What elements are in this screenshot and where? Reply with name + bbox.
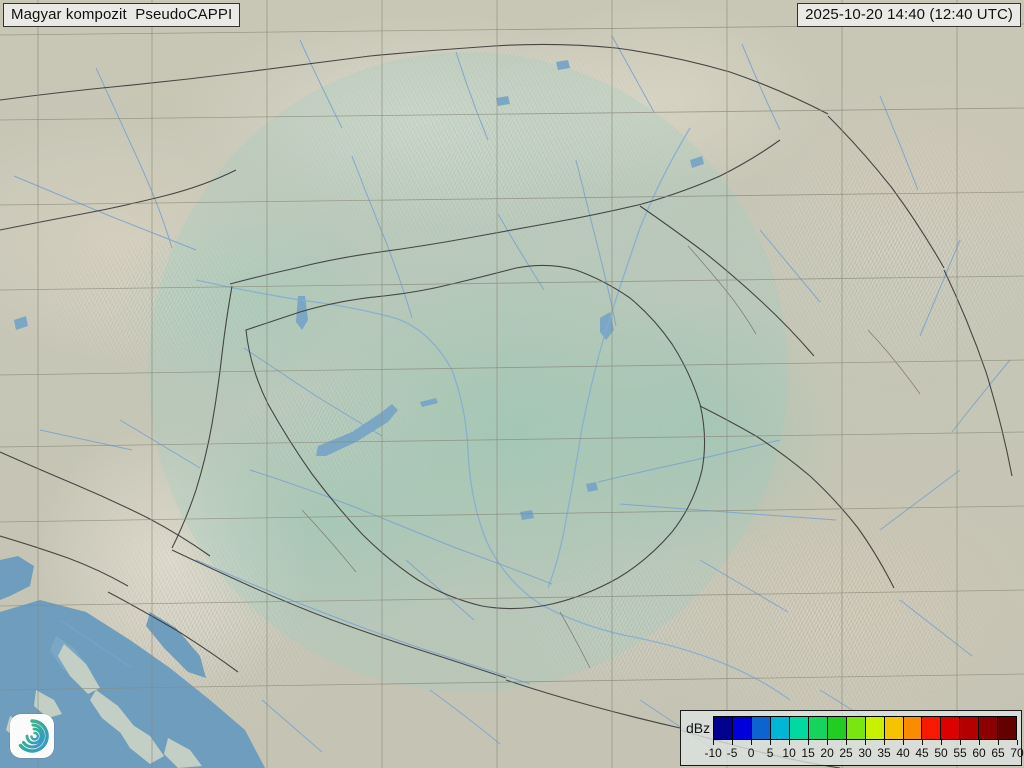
legend-tick-50 [941,740,943,745]
legend-tick-60 [979,740,981,745]
legend-label-65: 65 [991,746,1005,760]
swirl-icon [18,719,49,753]
legend-swatch-10 [903,717,923,739]
legend-swatch-8 [865,717,885,739]
legend-swatch-13 [960,717,980,739]
admin-sub-borders [301,245,921,669]
legend-swatch-15 [998,717,1017,739]
legend-label-45: 45 [915,746,929,760]
legend-label-35: 35 [877,746,891,760]
legend-label-20: 20 [820,746,834,760]
legend-label-70: 70 [1010,746,1024,760]
dbz-colorbar-legend: dBz -10 -5 0 5 10 15 20 25 30 35 40 45 50 55 60 65 70 [680,710,1024,766]
legend-swatch-12 [941,717,961,739]
legend-tick-35 [884,740,886,745]
hungaromet-logo[interactable] [10,714,54,758]
legend-tick-65 [998,740,999,745]
legend-swatch-5 [808,717,828,739]
legend-label-5: 5 [766,746,774,760]
legend-label-15: 15 [801,746,815,760]
legend-color-swatches [713,716,1017,740]
legend-swatch-1 [733,717,752,739]
legend-label-40: 40 [896,746,910,760]
legend-tick-55 [960,740,962,745]
legend-label-30: 30 [858,746,872,760]
timestamp-label: 2025-10-20 14:40 (12:40 UTC) [797,3,1021,27]
legend-swatch-11 [922,717,942,739]
legend-tick-15 [808,740,810,745]
legend-tick-20 [827,740,829,745]
legend-tick-40 [903,740,905,745]
legend-tick-5 [770,740,772,745]
legend-label-55: 55 [953,746,967,760]
legend-swatch-3 [770,717,790,739]
legend-tick-45 [922,740,924,745]
legend-label--10: -10 [704,746,722,760]
legend-tick-25 [846,740,848,745]
legend-label-60: 60 [972,746,986,760]
legend-tick-marks [713,740,1018,746]
legend-body: -10 -5 0 5 10 15 20 25 30 35 40 45 50 55 60 65 70 [704,711,1024,762]
legend-unit-label: dBz [686,720,711,736]
legend-tick-0 [751,740,753,745]
legend-tick-70 [1017,740,1018,745]
legend-label-50: 50 [934,746,948,760]
legend-label--5: -5 [726,746,738,760]
lakes [14,60,704,520]
legend-swatch-7 [846,717,866,739]
legend-label-25: 25 [839,746,853,760]
legend-tick--5 [732,740,734,745]
legend-tick--10 [713,740,715,745]
legend-label-10: 10 [782,746,796,760]
legend-swatch-14 [979,717,999,739]
legend-swatch-2 [752,717,771,739]
legend-swatch-6 [827,717,847,739]
legend-label-0: 0 [747,746,755,760]
country-borders [0,43,1013,768]
product-title-label: Magyar kompozit PseudoCAPPI [3,3,241,27]
adriatic-sea [0,556,265,768]
legend-tick-30 [865,740,867,745]
legend-tick-10 [789,740,791,745]
legend-tick-labels: -10 -5 0 5 10 15 20 25 30 35 40 45 50 55 60 65 70 [704,746,1023,762]
legend-swatch-4 [789,717,809,739]
legend-swatch-9 [884,717,904,739]
legend-swatch-0 [714,717,734,739]
